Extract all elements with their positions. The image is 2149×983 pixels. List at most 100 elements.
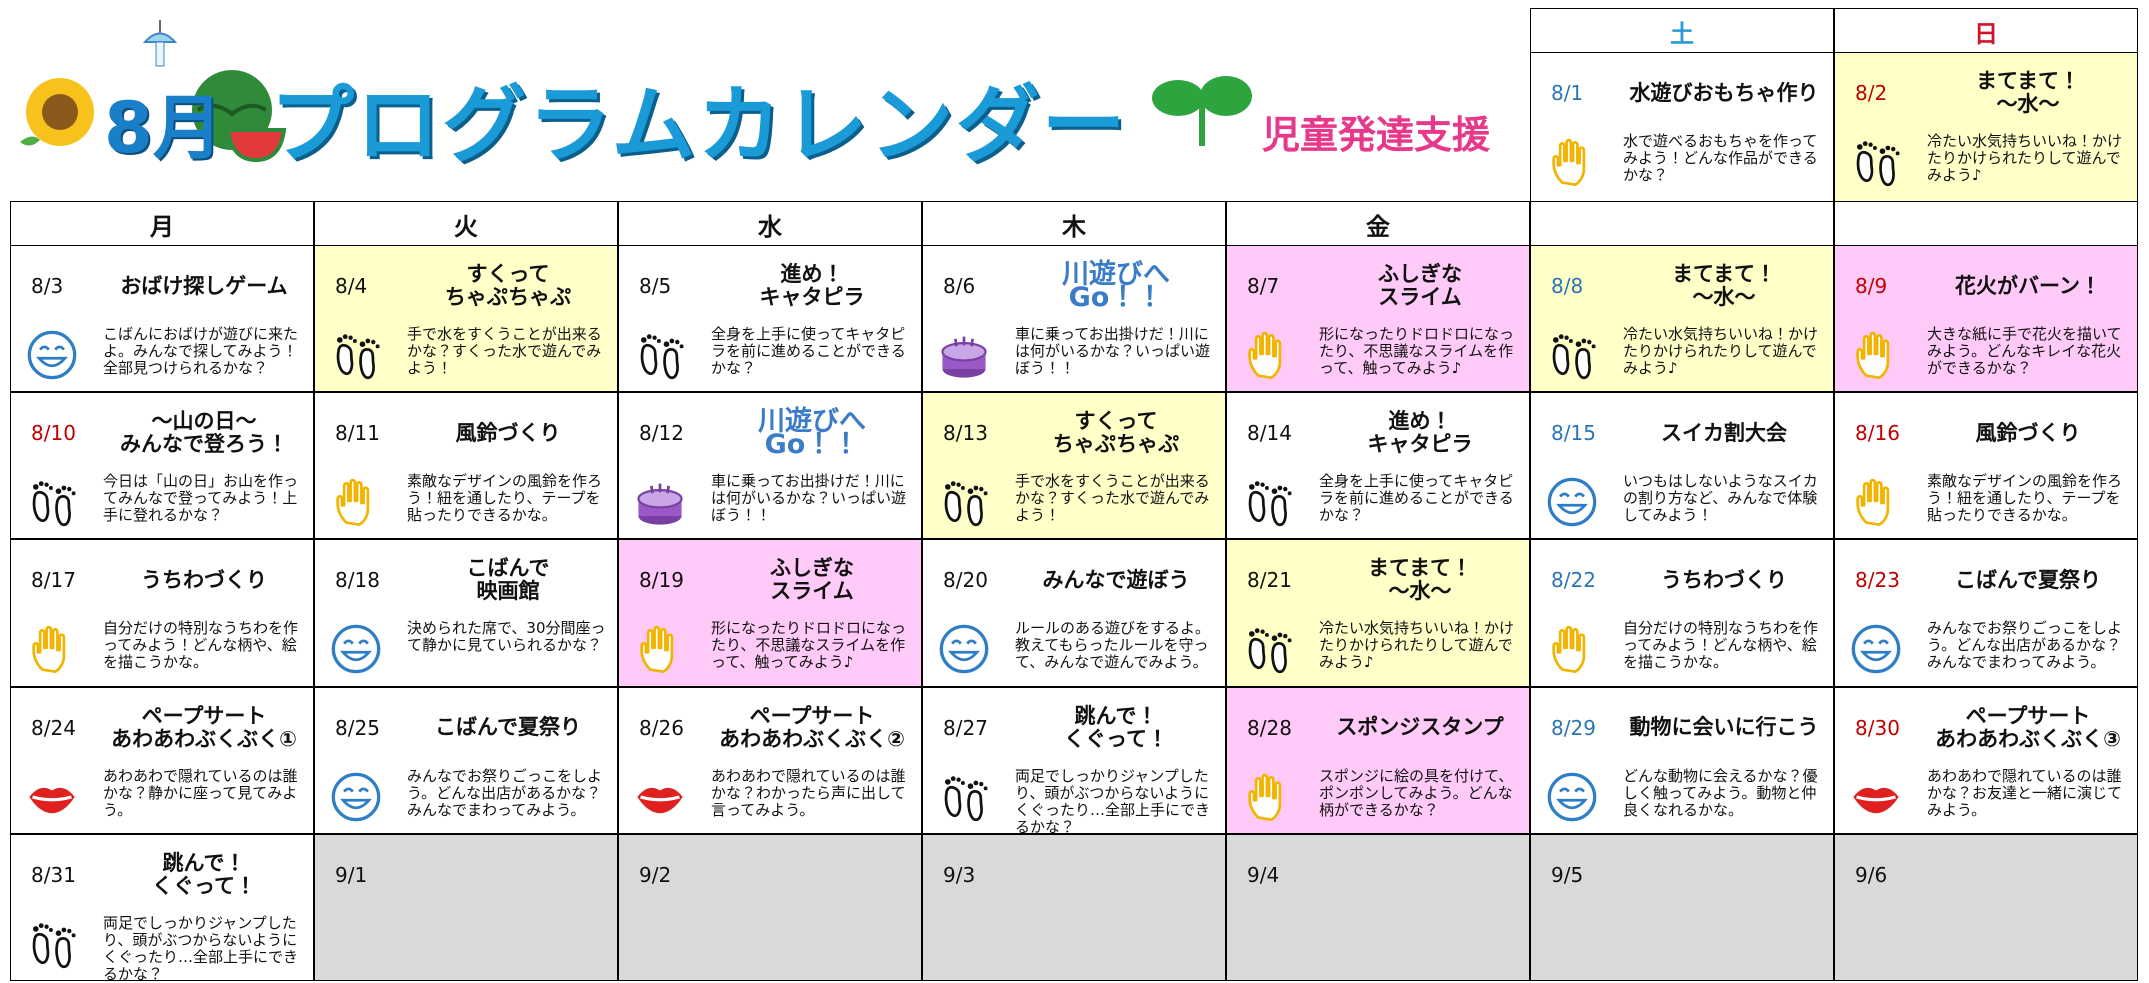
activity-icon xyxy=(335,332,381,380)
activity-text: ルールのある遊びをするよ。教えてもらったルールを守って、みんなで遊んでみよう。 xyxy=(1015,619,1211,672)
day-cell: 8/3 おばけ探しゲーム こばんにおばけが遊びに来たよ。みんなで探してみよう！全部見… xyxy=(10,245,314,393)
activity-title: 跳んで！ くぐって！ xyxy=(152,850,256,898)
day-date: 8/18 xyxy=(335,568,380,593)
activity-title: まてまて！ 〜水〜 xyxy=(1976,69,2080,116)
blank-header xyxy=(1834,201,2138,247)
day-cell: 8/14 進め！ キャタピラ 全身を上手に使ってキャタピラを前に進めることができるか… xyxy=(1226,392,1530,540)
day-date: 9/1 xyxy=(335,862,368,887)
activity-text: 決められた席で、30分間座って静かに見ていられるかな？ xyxy=(407,619,606,655)
activity-title: 進め！ キャタピラ xyxy=(759,262,865,309)
day-date: 8/7 xyxy=(1247,274,1280,298)
day-cell: 8/16 風鈴づくり 素敵なデザインの風鈴を作ろう！紐を通したり、テープを貼ったりで… xyxy=(1834,392,2138,540)
day-date: 8/22 xyxy=(1551,568,1596,593)
activity-icon xyxy=(1247,627,1293,674)
activity-text: 自分だけの特別なうちわを作ってみよう！どんな柄や、絵を描こうかな。 xyxy=(1623,619,1819,672)
day-date: 8/1 xyxy=(1551,81,1584,105)
wind-chime xyxy=(142,20,178,67)
day-cell: 8/24 ペープサート あわあわぶくぶく① あわあわで隠れているのは誰かな？静かに座… xyxy=(10,686,314,834)
activity-icon xyxy=(1851,625,1901,674)
day-cell: 8/8 まてまて！ 〜水〜 冷たい水気持ちいいね！かけたりかけられたりして遊んでみよ… xyxy=(1530,245,1834,393)
activity-icon xyxy=(943,480,989,527)
day-cell: 8/4 すくって ちゃぷちゃぷ 手で水をすくうことが出来るかな？すくった水で遊んでみ… xyxy=(314,245,618,393)
day-cell: 8/21 まてまて！ 〜水〜 冷たい水気持ちいいね！かけたりかけられたりして遊んでみ… xyxy=(1226,539,1530,687)
page-title: プログラムカレンダー xyxy=(270,76,1128,174)
activity-text: みんなでお祭りごっこをしよう。どんな出店があるかな？みんなでまわってみよう。 xyxy=(1927,619,2123,672)
activity-text: 今日は「山の日」お山を作ってみんなで登ってみよう！上手に登れるかな？ xyxy=(103,472,299,525)
activity-title: ペープサート あわあわぶくぶく① xyxy=(111,703,297,751)
weekday-header: 土 xyxy=(1530,8,1834,54)
day-cell: 9/4 xyxy=(1226,833,1530,981)
day-cell: 8/17 うちわづくり 自分だけの特別なうちわを作ってみよう！どんな柄や、絵を描こう… xyxy=(10,539,314,687)
sunflower xyxy=(20,78,94,146)
activity-text: 全身を上手に使ってキャタピラを前に進めることができるかな？ xyxy=(711,325,906,377)
activity-text: 車に乗ってお出掛けだ！川には何がいるかな？いっぱい遊ぼう！！ xyxy=(711,472,907,525)
day-cell: 8/6 川遊びへGo！！ 車に乗ってお出掛けだ！川には何がいるかな？いっぱい遊ぼう！… xyxy=(922,245,1226,393)
day-cell: 8/31 跳んで！ くぐって！ 両足でしっかりジャンプしたり、頭がぶつからないように… xyxy=(10,833,314,983)
activity-title: うちわづくり xyxy=(1661,567,1787,592)
activity-title: 動物に会いに行こう xyxy=(1629,715,1819,740)
activity-text: あわあわで隠れているのは誰かな？静かに座って見てみよう。 xyxy=(103,766,298,819)
day-cell: 9/6 xyxy=(1834,833,2138,981)
activity-text: 水で遊べるおもちゃを作ってみよう！どんな作品ができるかな？ xyxy=(1623,132,1818,184)
activity-text: 大きな紙に手で花火を描いてみよう。どんなキレイな花火ができるかな？ xyxy=(1927,325,2122,377)
day-cell: 9/1 xyxy=(314,833,618,981)
activity-icon xyxy=(1248,331,1282,380)
activity-title: おばけ探しゲーム xyxy=(120,273,288,298)
day-cell: 8/26 ペープサート あわあわぶくぶく② あわあわで隠れているのは誰かな？わかった… xyxy=(618,686,922,834)
activity-text: スポンジに絵の具を付けて、ポンポンしてみよう。どんな柄ができるかな？ xyxy=(1319,766,1514,819)
activity-icon xyxy=(1547,772,1597,821)
day-date: 8/26 xyxy=(639,715,684,740)
day-date: 8/9 xyxy=(1855,274,1888,298)
activity-text: 冷たい水気持ちいいね！かけたりかけられたりして遊んでみよう♪ xyxy=(1319,619,1515,672)
activity-title: うちわづくり xyxy=(141,567,267,592)
activity-icon xyxy=(27,330,77,380)
day-date: 8/29 xyxy=(1551,715,1596,740)
activity-icon xyxy=(1552,626,1586,674)
day-cell: 8/20 みんなで遊ぼう ルールのある遊びをするよ。教えてもらったルールを守って、み… xyxy=(922,539,1226,687)
day-date: 8/14 xyxy=(1247,421,1292,446)
day-date: 8/4 xyxy=(335,274,368,298)
day-date: 9/4 xyxy=(1247,862,1280,887)
day-date: 8/27 xyxy=(943,715,988,740)
day-date: 8/11 xyxy=(335,421,380,446)
activity-icon xyxy=(1855,139,1901,187)
day-date: 8/13 xyxy=(943,421,988,446)
day-date: 8/2 xyxy=(1855,81,1888,105)
day-date: 8/15 xyxy=(1551,421,1596,446)
weekday-header: 木 xyxy=(922,201,1226,247)
activity-text: あわあわで隠れているのは誰かな？わかったら声に出して言ってみよう。 xyxy=(711,766,906,819)
day-date: 8/8 xyxy=(1551,274,1584,298)
weekday-header: 月 xyxy=(10,201,314,247)
activity-title: スポンジスタンプ xyxy=(1336,715,1504,740)
activity-icon xyxy=(27,785,77,815)
weekday-header: 日 xyxy=(1834,8,2138,54)
blank-header xyxy=(1530,201,1834,247)
activity-text: 両足でしっかりジャンプしたり、頭がぶつからないようにくぐったり…全部上手にできる… xyxy=(103,913,299,983)
activity-title: 花火がバーン！ xyxy=(1955,273,2101,298)
day-cell: 8/23 こばんで夏祭り みんなでお祭りごっこをしよう。どんな出店があるかな？みんな… xyxy=(1834,539,2138,687)
day-date: 9/2 xyxy=(639,862,672,887)
activity-title: ふしぎな スライム xyxy=(770,556,854,604)
day-date: 8/6 xyxy=(943,274,976,298)
activity-text: 自分だけの特別なうちわを作ってみよう！どんな柄や、絵を描こうかな。 xyxy=(103,619,299,672)
activity-title: ペープサート あわあわぶくぶく② xyxy=(719,703,905,751)
activity-icon xyxy=(639,332,685,380)
activity-icon xyxy=(331,625,381,674)
activity-text: 手で水をすくうことが出来るかな？すくった水で遊んでみよう！ xyxy=(1015,472,1210,525)
activity-title: 川遊びへGo！！ xyxy=(1062,259,1170,313)
day-cell: 9/2 xyxy=(618,833,922,981)
activity-text: あわあわで隠れているのは誰かな？お友達と一緒に演じてみよう。 xyxy=(1927,766,2123,819)
activity-icon xyxy=(331,772,381,821)
day-cell: 8/11 風鈴づくり 素敵なデザインの風鈴を作ろう！紐を通したり、テープを貼ったりで… xyxy=(314,392,618,540)
activity-icon xyxy=(1851,785,1901,815)
activity-text: 冷たい水気持ちいいね！かけたりかけられたりして遊んでみよう♪ xyxy=(1623,325,1819,377)
day-cell: 8/10 〜山の日〜 みんなで登ろう！ 今日は「山の日」お山を作ってみんなで登ってみ… xyxy=(10,392,314,540)
day-date: 8/16 xyxy=(1855,421,1900,446)
day-date: 8/21 xyxy=(1247,568,1292,593)
day-cell: 8/22 うちわづくり自分だけの特別なうちわを作ってみよう！どんな柄や、絵を描こう… xyxy=(1530,539,1834,687)
activity-title: 水遊びおもちゃ作り xyxy=(1629,80,1819,105)
month-label: 8月 xyxy=(104,87,223,169)
activity-text: 車に乗ってお出掛けだ！川には何がいるかな？いっぱい遊ぼう！！ xyxy=(1015,325,1211,377)
day-cell: 9/5 xyxy=(1530,833,1834,981)
